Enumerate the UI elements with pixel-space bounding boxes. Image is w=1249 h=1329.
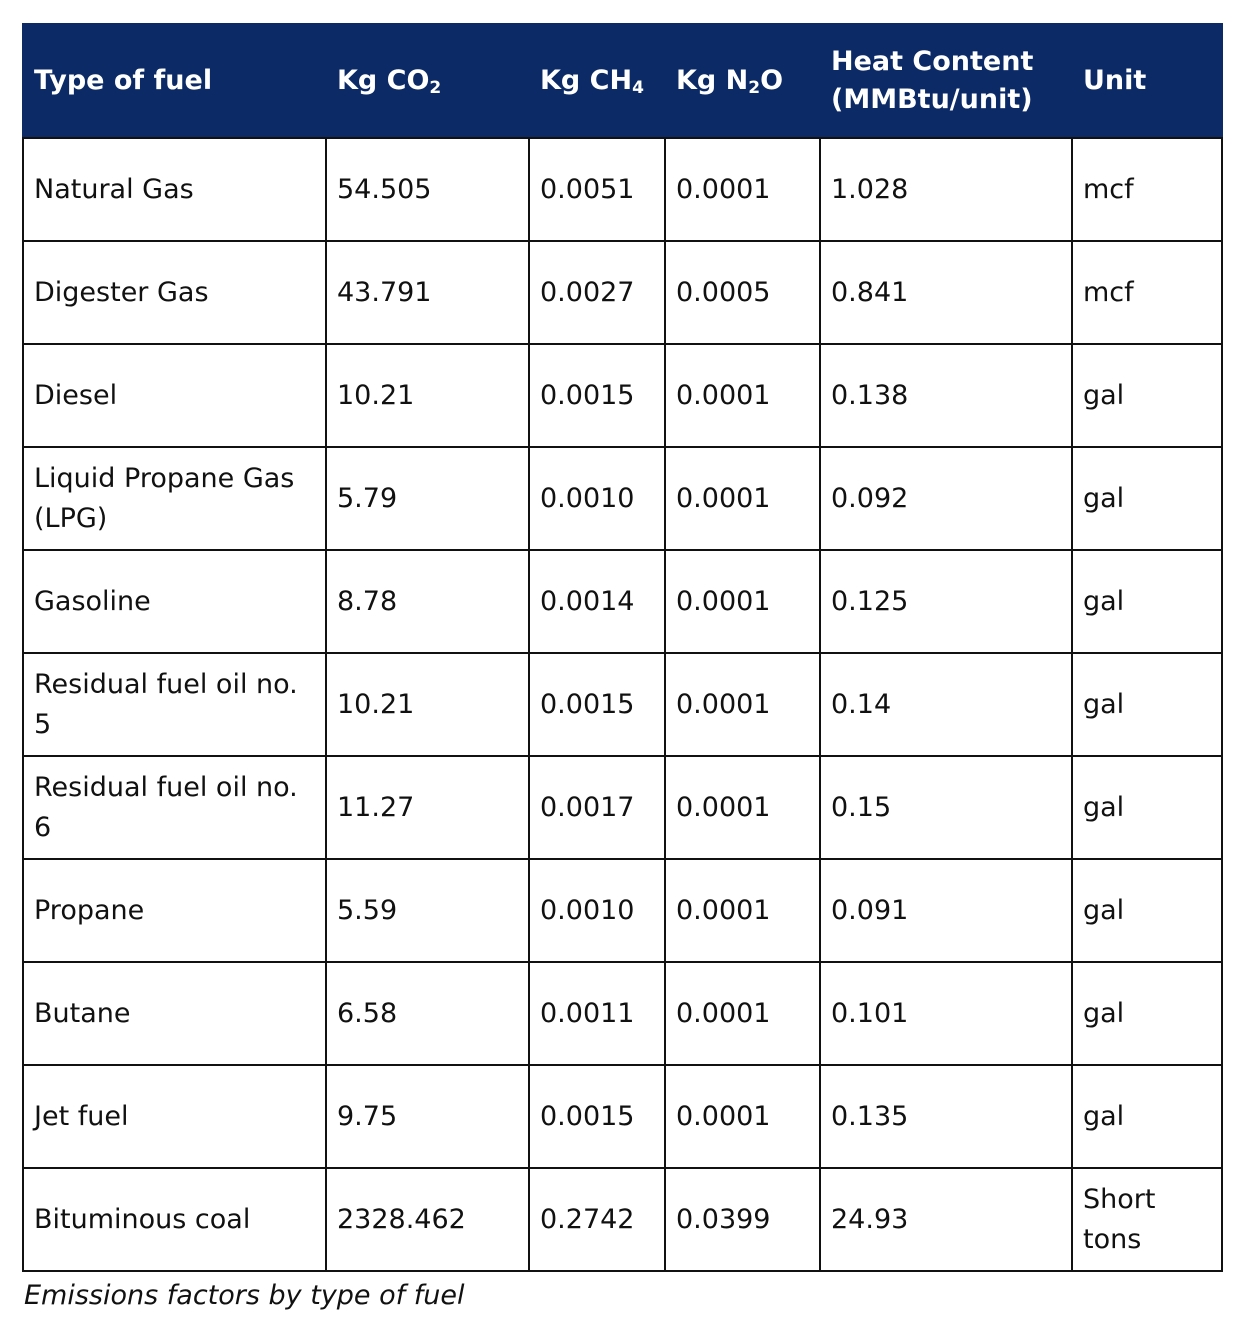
kg-ch4-cell: 0.0015 bbox=[528, 1064, 666, 1169]
table-row: Natural Gas 54.505 0.0051 0.0001 1.028 mcf bbox=[22, 137, 1223, 242]
header-row: Type of fuel Kg CO2 Kg CH4 Kg N2O Heat Conte… bbox=[22, 23, 1223, 139]
fuel-type-cell: Digester Gas bbox=[22, 240, 327, 345]
kg-n2o-cell: 0.0001 bbox=[664, 343, 821, 448]
kg-co2-cell: 9.75 bbox=[325, 1064, 530, 1169]
header-kg-n2o: Kg N2O bbox=[664, 23, 821, 139]
fuel-type-cell: Residual fuel oil no. 5 bbox=[22, 652, 327, 757]
header-kg-co2: Kg CO2 bbox=[325, 23, 530, 139]
kg-n2o-cell: 0.0001 bbox=[664, 549, 821, 654]
heat-content-cell: 0.14 bbox=[819, 652, 1073, 757]
heat-content-cell: 0.091 bbox=[819, 858, 1073, 963]
header-text: Heat Content (MMBtu/unit) bbox=[831, 46, 1034, 115]
unit-cell: gal bbox=[1071, 961, 1223, 1066]
header-text: Kg N bbox=[676, 65, 749, 96]
kg-co2-cell: 43.791 bbox=[325, 240, 530, 345]
kg-n2o-cell: 0.0005 bbox=[664, 240, 821, 345]
fuel-type-cell: Natural Gas bbox=[22, 137, 327, 242]
header-type-of-fuel: Type of fuel bbox=[22, 23, 327, 139]
kg-co2-cell: 8.78 bbox=[325, 549, 530, 654]
kg-n2o-cell: 0.0001 bbox=[664, 652, 821, 757]
fuel-type-cell: Gasoline bbox=[22, 549, 327, 654]
table-caption: Emissions factors by type of fuel bbox=[24, 1280, 465, 1311]
kg-ch4-cell: 0.0015 bbox=[528, 343, 666, 448]
kg-ch4-cell: 0.0010 bbox=[528, 446, 666, 551]
heat-content-cell: 24.93 bbox=[819, 1167, 1073, 1272]
table-header: Type of fuel Kg CO2 Kg CH4 Kg N2O Heat Conte… bbox=[22, 23, 1223, 139]
kg-n2o-cell: 0.0001 bbox=[664, 961, 821, 1066]
heat-content-cell: 0.101 bbox=[819, 961, 1073, 1066]
kg-ch4-cell: 0.0011 bbox=[528, 961, 666, 1066]
header-text: Unit bbox=[1083, 65, 1147, 96]
kg-n2o-cell: 0.0001 bbox=[664, 755, 821, 860]
kg-n2o-cell: 0.0001 bbox=[664, 446, 821, 551]
heat-content-cell: 0.092 bbox=[819, 446, 1073, 551]
kg-ch4-cell: 0.0051 bbox=[528, 137, 666, 242]
header-kg-ch4: Kg CH4 bbox=[528, 23, 666, 139]
unit-cell: Short tons bbox=[1071, 1167, 1223, 1272]
kg-ch4-cell: 0.0010 bbox=[528, 858, 666, 963]
header-subscript: 4 bbox=[632, 78, 644, 98]
heat-content-cell: 0.841 bbox=[819, 240, 1073, 345]
header-text: Type of fuel bbox=[34, 65, 213, 96]
table-row: Jet fuel 9.75 0.0015 0.0001 0.135 gal bbox=[22, 1064, 1223, 1169]
table-row: Diesel 10.21 0.0015 0.0001 0.138 gal bbox=[22, 343, 1223, 448]
table-body: Natural Gas 54.505 0.0051 0.0001 1.028 mcf Dig… bbox=[22, 137, 1223, 1272]
fuel-type-cell: Liquid Propane Gas (LPG) bbox=[22, 446, 327, 551]
kg-co2-cell: 6.58 bbox=[325, 961, 530, 1066]
kg-co2-cell: 11.27 bbox=[325, 755, 530, 860]
kg-co2-cell: 5.59 bbox=[325, 858, 530, 963]
table-row: Butane 6.58 0.0011 0.0001 0.101 gal bbox=[22, 961, 1223, 1066]
fuel-type-cell: Jet fuel bbox=[22, 1064, 327, 1169]
table-row: Residual fuel oil no. 5 10.21 0.0015 0.0001… bbox=[22, 652, 1223, 757]
table-row: Propane 5.59 0.0010 0.0001 0.091 gal bbox=[22, 858, 1223, 963]
kg-co2-cell: 54.505 bbox=[325, 137, 530, 242]
header-subscript: 2 bbox=[429, 78, 442, 98]
header-text: Kg CO bbox=[337, 65, 430, 96]
unit-cell: gal bbox=[1071, 343, 1223, 448]
table-row: Digester Gas 43.791 0.0027 0.0005 0.841 mcf bbox=[22, 240, 1223, 345]
unit-cell: gal bbox=[1071, 858, 1223, 963]
kg-n2o-cell: 0.0001 bbox=[664, 1064, 821, 1169]
kg-n2o-cell: 0.0001 bbox=[664, 137, 821, 242]
heat-content-cell: 0.135 bbox=[819, 1064, 1073, 1169]
kg-n2o-cell: 0.0001 bbox=[664, 858, 821, 963]
kg-ch4-cell: 0.0017 bbox=[528, 755, 666, 860]
kg-n2o-cell: 0.0399 bbox=[664, 1167, 821, 1272]
table-row: Gasoline 8.78 0.0014 0.0001 0.125 gal bbox=[22, 549, 1223, 654]
header-text: O bbox=[760, 65, 784, 96]
fuel-type-cell: Residual fuel oil no. 6 bbox=[22, 755, 327, 860]
fuel-type-cell: Diesel bbox=[22, 343, 327, 448]
heat-content-cell: 0.15 bbox=[819, 755, 1073, 860]
unit-cell: gal bbox=[1071, 1064, 1223, 1169]
fuel-type-cell: Propane bbox=[22, 858, 327, 963]
kg-ch4-cell: 0.0027 bbox=[528, 240, 666, 345]
fuel-type-cell: Butane bbox=[22, 961, 327, 1066]
kg-ch4-cell: 0.0015 bbox=[528, 652, 666, 757]
table-row: Bituminous coal 2328.462 0.2742 0.0399 24.93… bbox=[22, 1167, 1223, 1272]
table-row: Residual fuel oil no. 6 11.27 0.0017 0.0001… bbox=[22, 755, 1223, 860]
table-row: Liquid Propane Gas (LPG) 5.79 0.0010 0.0001… bbox=[22, 446, 1223, 551]
emissions-factors-table: Type of fuel Kg CO2 Kg CH4 Kg N2O Heat Conte… bbox=[22, 23, 1223, 1272]
header-unit: Unit bbox=[1071, 23, 1223, 139]
header-subscript: 2 bbox=[748, 78, 761, 98]
unit-cell: mcf bbox=[1071, 240, 1223, 345]
unit-cell: mcf bbox=[1071, 137, 1223, 242]
heat-content-cell: 1.028 bbox=[819, 137, 1073, 242]
heat-content-cell: 0.125 bbox=[819, 549, 1073, 654]
header-heat-content: Heat Content (MMBtu/unit) bbox=[819, 23, 1073, 139]
kg-co2-cell: 5.79 bbox=[325, 446, 530, 551]
unit-cell: gal bbox=[1071, 652, 1223, 757]
fuel-type-cell: Bituminous coal bbox=[22, 1167, 327, 1272]
kg-co2-cell: 2328.462 bbox=[325, 1167, 530, 1272]
kg-ch4-cell: 0.0014 bbox=[528, 549, 666, 654]
unit-cell: gal bbox=[1071, 755, 1223, 860]
kg-co2-cell: 10.21 bbox=[325, 343, 530, 448]
kg-co2-cell: 10.21 bbox=[325, 652, 530, 757]
heat-content-cell: 0.138 bbox=[819, 343, 1073, 448]
unit-cell: gal bbox=[1071, 446, 1223, 551]
kg-ch4-cell: 0.2742 bbox=[528, 1167, 666, 1272]
unit-cell: gal bbox=[1071, 549, 1223, 654]
header-text: Kg CH bbox=[540, 65, 633, 96]
